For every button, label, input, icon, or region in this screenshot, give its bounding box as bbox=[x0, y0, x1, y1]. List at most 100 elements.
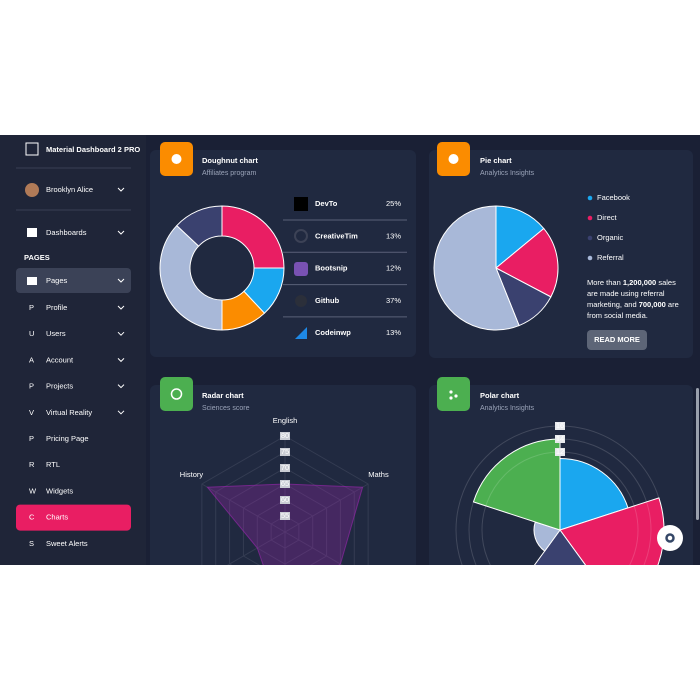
tick-bg bbox=[555, 448, 565, 456]
sidebar bbox=[0, 135, 146, 565]
nav-abbr[interactable]: W bbox=[29, 486, 37, 495]
radar-spoke bbox=[284, 483, 369, 533]
nav-item[interactable]: Projects bbox=[46, 382, 73, 391]
legend-dot bbox=[587, 255, 593, 261]
nav-item[interactable]: Users bbox=[46, 329, 66, 338]
read-more-button[interactable] bbox=[587, 330, 647, 350]
user-name[interactable]: Brooklyn Alice bbox=[46, 185, 93, 194]
polar-segment bbox=[559, 457, 629, 531]
card-subtitle: Analytics Insights bbox=[480, 405, 535, 412]
nav-item[interactable]: Charts bbox=[46, 513, 68, 522]
nav-abbr[interactable]: S bbox=[29, 539, 34, 548]
doughnut-segment bbox=[176, 205, 223, 247]
row-name: Bootsnip bbox=[315, 264, 348, 273]
nav-abbr[interactable]: R bbox=[29, 460, 35, 469]
tick-label: 60 bbox=[281, 495, 289, 504]
row-name: DevTo bbox=[315, 199, 338, 208]
row-value: 13% bbox=[386, 328, 401, 337]
description-part: sales bbox=[656, 278, 676, 287]
card-title: Doughnut chart bbox=[202, 156, 258, 165]
row-value: 37% bbox=[386, 296, 401, 305]
icon-glyph bbox=[170, 388, 183, 400]
nav-item[interactable]: Virtual Reality bbox=[46, 408, 92, 417]
card-subtitle: Sciences score bbox=[202, 405, 250, 412]
nav-abbr[interactable]: A bbox=[29, 355, 34, 364]
row-name: Github bbox=[315, 296, 340, 305]
tick-bg bbox=[555, 422, 565, 430]
caret bbox=[117, 410, 125, 415]
icon-glyph bbox=[448, 154, 459, 164]
tick-label: 65 bbox=[281, 479, 289, 488]
brand: Material Dashboard 2 PRO bbox=[46, 145, 140, 154]
nav-item[interactable]: RTL bbox=[46, 460, 60, 469]
radar-label: Maths bbox=[368, 470, 389, 479]
radar-spoke bbox=[201, 483, 286, 533]
tick-label: 14 bbox=[556, 434, 564, 443]
caret bbox=[117, 278, 125, 283]
nav-abbr[interactable]: P bbox=[29, 303, 34, 312]
legend-label: Organic bbox=[597, 233, 624, 242]
row-icon bbox=[295, 327, 307, 339]
card-title: Radar chart bbox=[202, 391, 244, 400]
nav-item[interactable]: Dashboards bbox=[46, 228, 87, 237]
nav-abbr[interactable]: P bbox=[29, 382, 34, 391]
card-title: Pie chart bbox=[480, 156, 512, 165]
button-label[interactable]: READ MORE bbox=[594, 335, 640, 344]
tick-bg bbox=[280, 448, 290, 456]
nav-icon bbox=[27, 228, 37, 237]
nav-abbr[interactable]: V bbox=[29, 408, 34, 417]
description: marketing, and 700,000 are bbox=[587, 300, 679, 309]
nav-item[interactable]: Sweet Alerts bbox=[46, 539, 88, 548]
nav-abbr[interactable]: C bbox=[29, 513, 35, 522]
nav-highlight bbox=[16, 268, 131, 293]
caret bbox=[117, 331, 125, 336]
description: from social media. bbox=[587, 311, 648, 320]
legend-dot bbox=[587, 195, 593, 201]
content: Doughnut chart Affiliates program Pie ch… bbox=[150, 142, 693, 565]
settings-button[interactable] bbox=[657, 525, 683, 551]
section-label: PAGES bbox=[24, 253, 50, 262]
icon-glyph bbox=[171, 154, 182, 164]
description: are made using referral bbox=[587, 289, 665, 298]
tick-label: 75 bbox=[281, 447, 289, 456]
tick-bg bbox=[280, 512, 290, 520]
legend-dot bbox=[587, 215, 593, 221]
pie-segment bbox=[433, 205, 520, 331]
nav-item[interactable]: Widgets bbox=[46, 486, 73, 495]
icon-glyph bbox=[449, 390, 453, 394]
card-subtitle: Analytics Insights bbox=[480, 170, 535, 177]
caret bbox=[117, 230, 125, 235]
nav-abbr[interactable]: P bbox=[29, 434, 34, 443]
tick-bg bbox=[280, 432, 290, 440]
legend-label: Facebook bbox=[597, 193, 630, 202]
nav-abbr[interactable]: U bbox=[29, 329, 34, 338]
pie-segment bbox=[495, 205, 545, 270]
tick-label: 12 bbox=[556, 447, 564, 456]
description: More than 1,200,000 sales bbox=[587, 278, 676, 287]
tick-label: 80 bbox=[281, 431, 289, 440]
doughnut-segment bbox=[159, 224, 223, 331]
icon-glyph bbox=[449, 396, 453, 400]
card-title: Polar chart bbox=[480, 391, 520, 400]
row-value: 25% bbox=[386, 199, 401, 208]
row-name: Codeinwp bbox=[315, 328, 351, 337]
brand-logo bbox=[25, 142, 39, 156]
legend-dot bbox=[587, 235, 593, 241]
nav-item[interactable]: Account bbox=[46, 355, 74, 364]
description-part: from social media. bbox=[587, 311, 648, 320]
gear-icon bbox=[665, 533, 675, 543]
legend-label: Referral bbox=[597, 253, 624, 262]
caret bbox=[117, 305, 125, 310]
nav-item[interactable]: Pricing Page bbox=[46, 434, 89, 443]
card-icon bbox=[160, 377, 193, 411]
doughnut-segment bbox=[221, 205, 285, 269]
row-value: 12% bbox=[386, 264, 401, 273]
nav-item[interactable]: Profile bbox=[46, 303, 67, 312]
nav-icon bbox=[27, 277, 37, 285]
avatar bbox=[25, 183, 39, 197]
row-icon bbox=[294, 197, 308, 211]
description-part: are made using referral bbox=[587, 289, 665, 298]
nav-item[interactable]: Pages bbox=[46, 276, 68, 285]
tick-bg bbox=[280, 496, 290, 504]
